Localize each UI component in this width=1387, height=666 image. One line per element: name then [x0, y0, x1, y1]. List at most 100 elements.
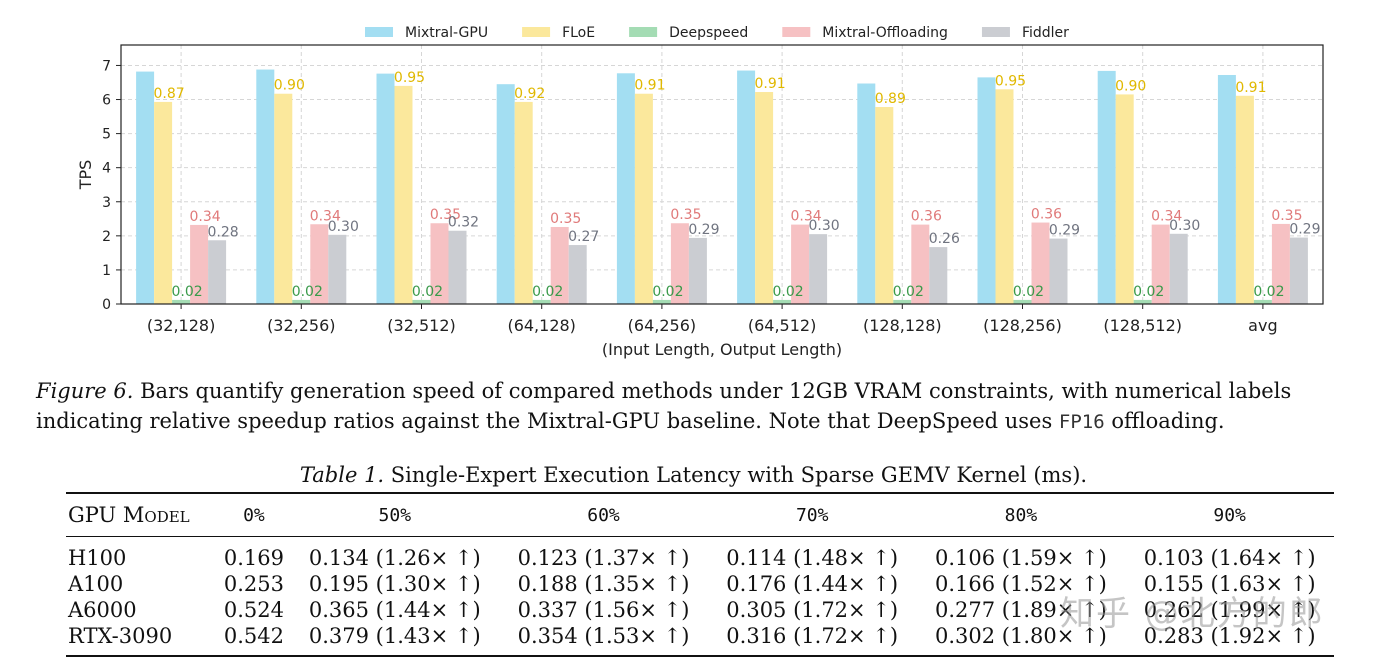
header-col: 60%	[587, 504, 620, 526]
x-tick-label: (32,128)	[147, 316, 215, 335]
figure-caption: Figure 6. Bars quantify generation speed…	[36, 376, 1376, 437]
data-label: 0.02	[773, 284, 804, 300]
bar-fiddler	[809, 234, 828, 304]
table-cell: 0.337 (1.56× ↑)	[517, 598, 690, 622]
table-cell: 0.524	[223, 598, 284, 622]
bar-deepspeed	[652, 299, 671, 304]
x-tick-label: (32,512)	[387, 316, 455, 335]
data-label: 0.91	[634, 78, 665, 94]
bar-deepspeed	[893, 299, 912, 304]
bar-deepspeed	[412, 299, 431, 304]
bar-mixtral-gpu	[136, 71, 155, 305]
bar-fiddler	[929, 247, 948, 304]
bar-mixtral-gpu	[1217, 74, 1236, 304]
table-cell: H100	[68, 546, 127, 570]
y-axis-title: TPS	[76, 160, 95, 191]
x-axis-title: (Input Length, Output Length)	[602, 340, 842, 359]
bar-floe	[634, 93, 653, 304]
bar-fiddler	[568, 245, 587, 304]
header-col: 90%	[1213, 504, 1246, 526]
bar-fiddler	[1169, 233, 1188, 304]
table-header-row: GPU Model 0% 50% 60% 70% 80% 90%	[66, 493, 1334, 537]
table-cell: 0.262 (1.99× ↑)	[1143, 598, 1316, 622]
legend-swatch	[981, 27, 1010, 37]
table-cell: 0.542	[223, 624, 284, 648]
data-label: 0.29	[688, 222, 719, 238]
x-tick-label: avg	[1248, 316, 1277, 335]
header-col: 0%	[243, 504, 265, 526]
data-label: 0.02	[172, 284, 203, 300]
bar-mixtral-offloading	[670, 223, 689, 304]
data-label: 0.91	[1235, 80, 1266, 96]
table-row: RTX-3090 0.542 0.379 (1.43× ↑) 0.354 (1.…	[66, 623, 1334, 656]
table-cell: 0.379 (1.43× ↑)	[308, 624, 481, 648]
data-label: 0.02	[412, 284, 443, 300]
bar-mixtral-offloading	[550, 226, 569, 304]
bar-mixtral-offloading	[1031, 222, 1050, 304]
x-tick-label: (64,512)	[748, 316, 816, 335]
y-tick-label: 6	[102, 93, 111, 109]
table-cell: 0.354 (1.53× ↑)	[517, 624, 690, 648]
table-row: A6000 0.524 0.365 (1.44× ↑) 0.337 (1.56×…	[66, 597, 1334, 623]
bar-floe	[755, 92, 774, 304]
x-tick-label: (64,256)	[628, 316, 696, 335]
figure-label: Figure 6.	[36, 379, 134, 403]
table-cell: 0.277 (1.89× ↑)	[935, 598, 1107, 622]
bar-floe	[274, 93, 293, 304]
legend-label: Deepspeed	[669, 25, 748, 41]
table-cell: RTX-3090	[68, 624, 173, 648]
table-cell: 0.103 (1.64× ↑)	[1143, 546, 1316, 570]
data-label: 0.34	[310, 208, 341, 224]
bar-floe	[1115, 94, 1134, 304]
bar-floe	[995, 89, 1014, 304]
bar-fiddler	[1049, 238, 1068, 304]
x-tick-label: (128,256)	[983, 316, 1062, 335]
bar-mixtral-gpu	[496, 84, 515, 304]
data-label: 0.95	[995, 73, 1026, 89]
data-label: 0.30	[809, 218, 840, 234]
data-label: 0.30	[328, 219, 359, 235]
table-cell: 0.253	[223, 572, 284, 596]
data-label: 0.36	[1031, 207, 1062, 223]
bar-deepspeed	[773, 299, 792, 304]
bar-deepspeed	[1013, 299, 1032, 304]
data-label: 0.02	[292, 284, 323, 300]
latency-table: GPU Model 0% 50% 60% 70% 80% 90% H100 0.…	[66, 492, 1334, 657]
table-cell: 0.305 (1.72× ↑)	[726, 598, 899, 622]
bar-deepspeed	[1253, 299, 1272, 304]
data-label: 0.02	[893, 284, 924, 300]
table-cell: 0.302 (1.80× ↑)	[935, 624, 1107, 648]
data-label: 0.35	[550, 211, 581, 227]
data-label: 0.29	[1289, 222, 1320, 238]
bar-deepspeed	[532, 299, 551, 304]
data-label: 0.34	[190, 209, 221, 225]
bar-deepspeed	[1133, 299, 1152, 304]
bar-deepspeed	[292, 299, 311, 304]
bar-chart-svg: 0.87 0.90 0.95 0.92 0.91 0.91 0.89 0.95 0.90 0.91…	[76, 25, 1324, 359]
data-label: 0.26	[929, 231, 960, 247]
y-tick-label: 1	[102, 263, 111, 279]
x-tick-label: (32,256)	[267, 316, 335, 335]
figure-text-b: offloading.	[1104, 409, 1225, 433]
data-label: 0.34	[791, 209, 822, 225]
bar-floe	[514, 101, 533, 305]
legend-label: FLoE	[562, 25, 595, 41]
x-tick-label: (64,128)	[507, 316, 575, 335]
y-tick-label: 2	[102, 229, 111, 245]
data-label: 0.27	[568, 229, 599, 245]
bar-mixtral-offloading	[1151, 224, 1170, 304]
bar-mixtral-gpu	[1097, 70, 1116, 305]
y-tick-label: 5	[102, 127, 111, 143]
data-label: 0.90	[274, 78, 305, 94]
data-label: 0.29	[1049, 223, 1080, 239]
table-cell: 0.166 (1.52× ↑)	[935, 572, 1107, 596]
header-col: 50%	[378, 504, 412, 526]
legend-label: Mixtral-GPU	[405, 25, 488, 41]
bar-deepspeed	[172, 299, 191, 304]
data-label: 0.34	[1151, 209, 1182, 225]
data-label: 0.87	[154, 86, 185, 102]
data-label: 0.02	[1253, 284, 1284, 300]
table-cell: A6000	[68, 598, 137, 622]
table-cell: 0.134 (1.26× ↑)	[308, 546, 481, 570]
figure-6-chart: 0.87 0.90 0.95 0.92 0.91 0.91 0.89 0.95 0.90 0.91…	[76, 25, 1324, 359]
